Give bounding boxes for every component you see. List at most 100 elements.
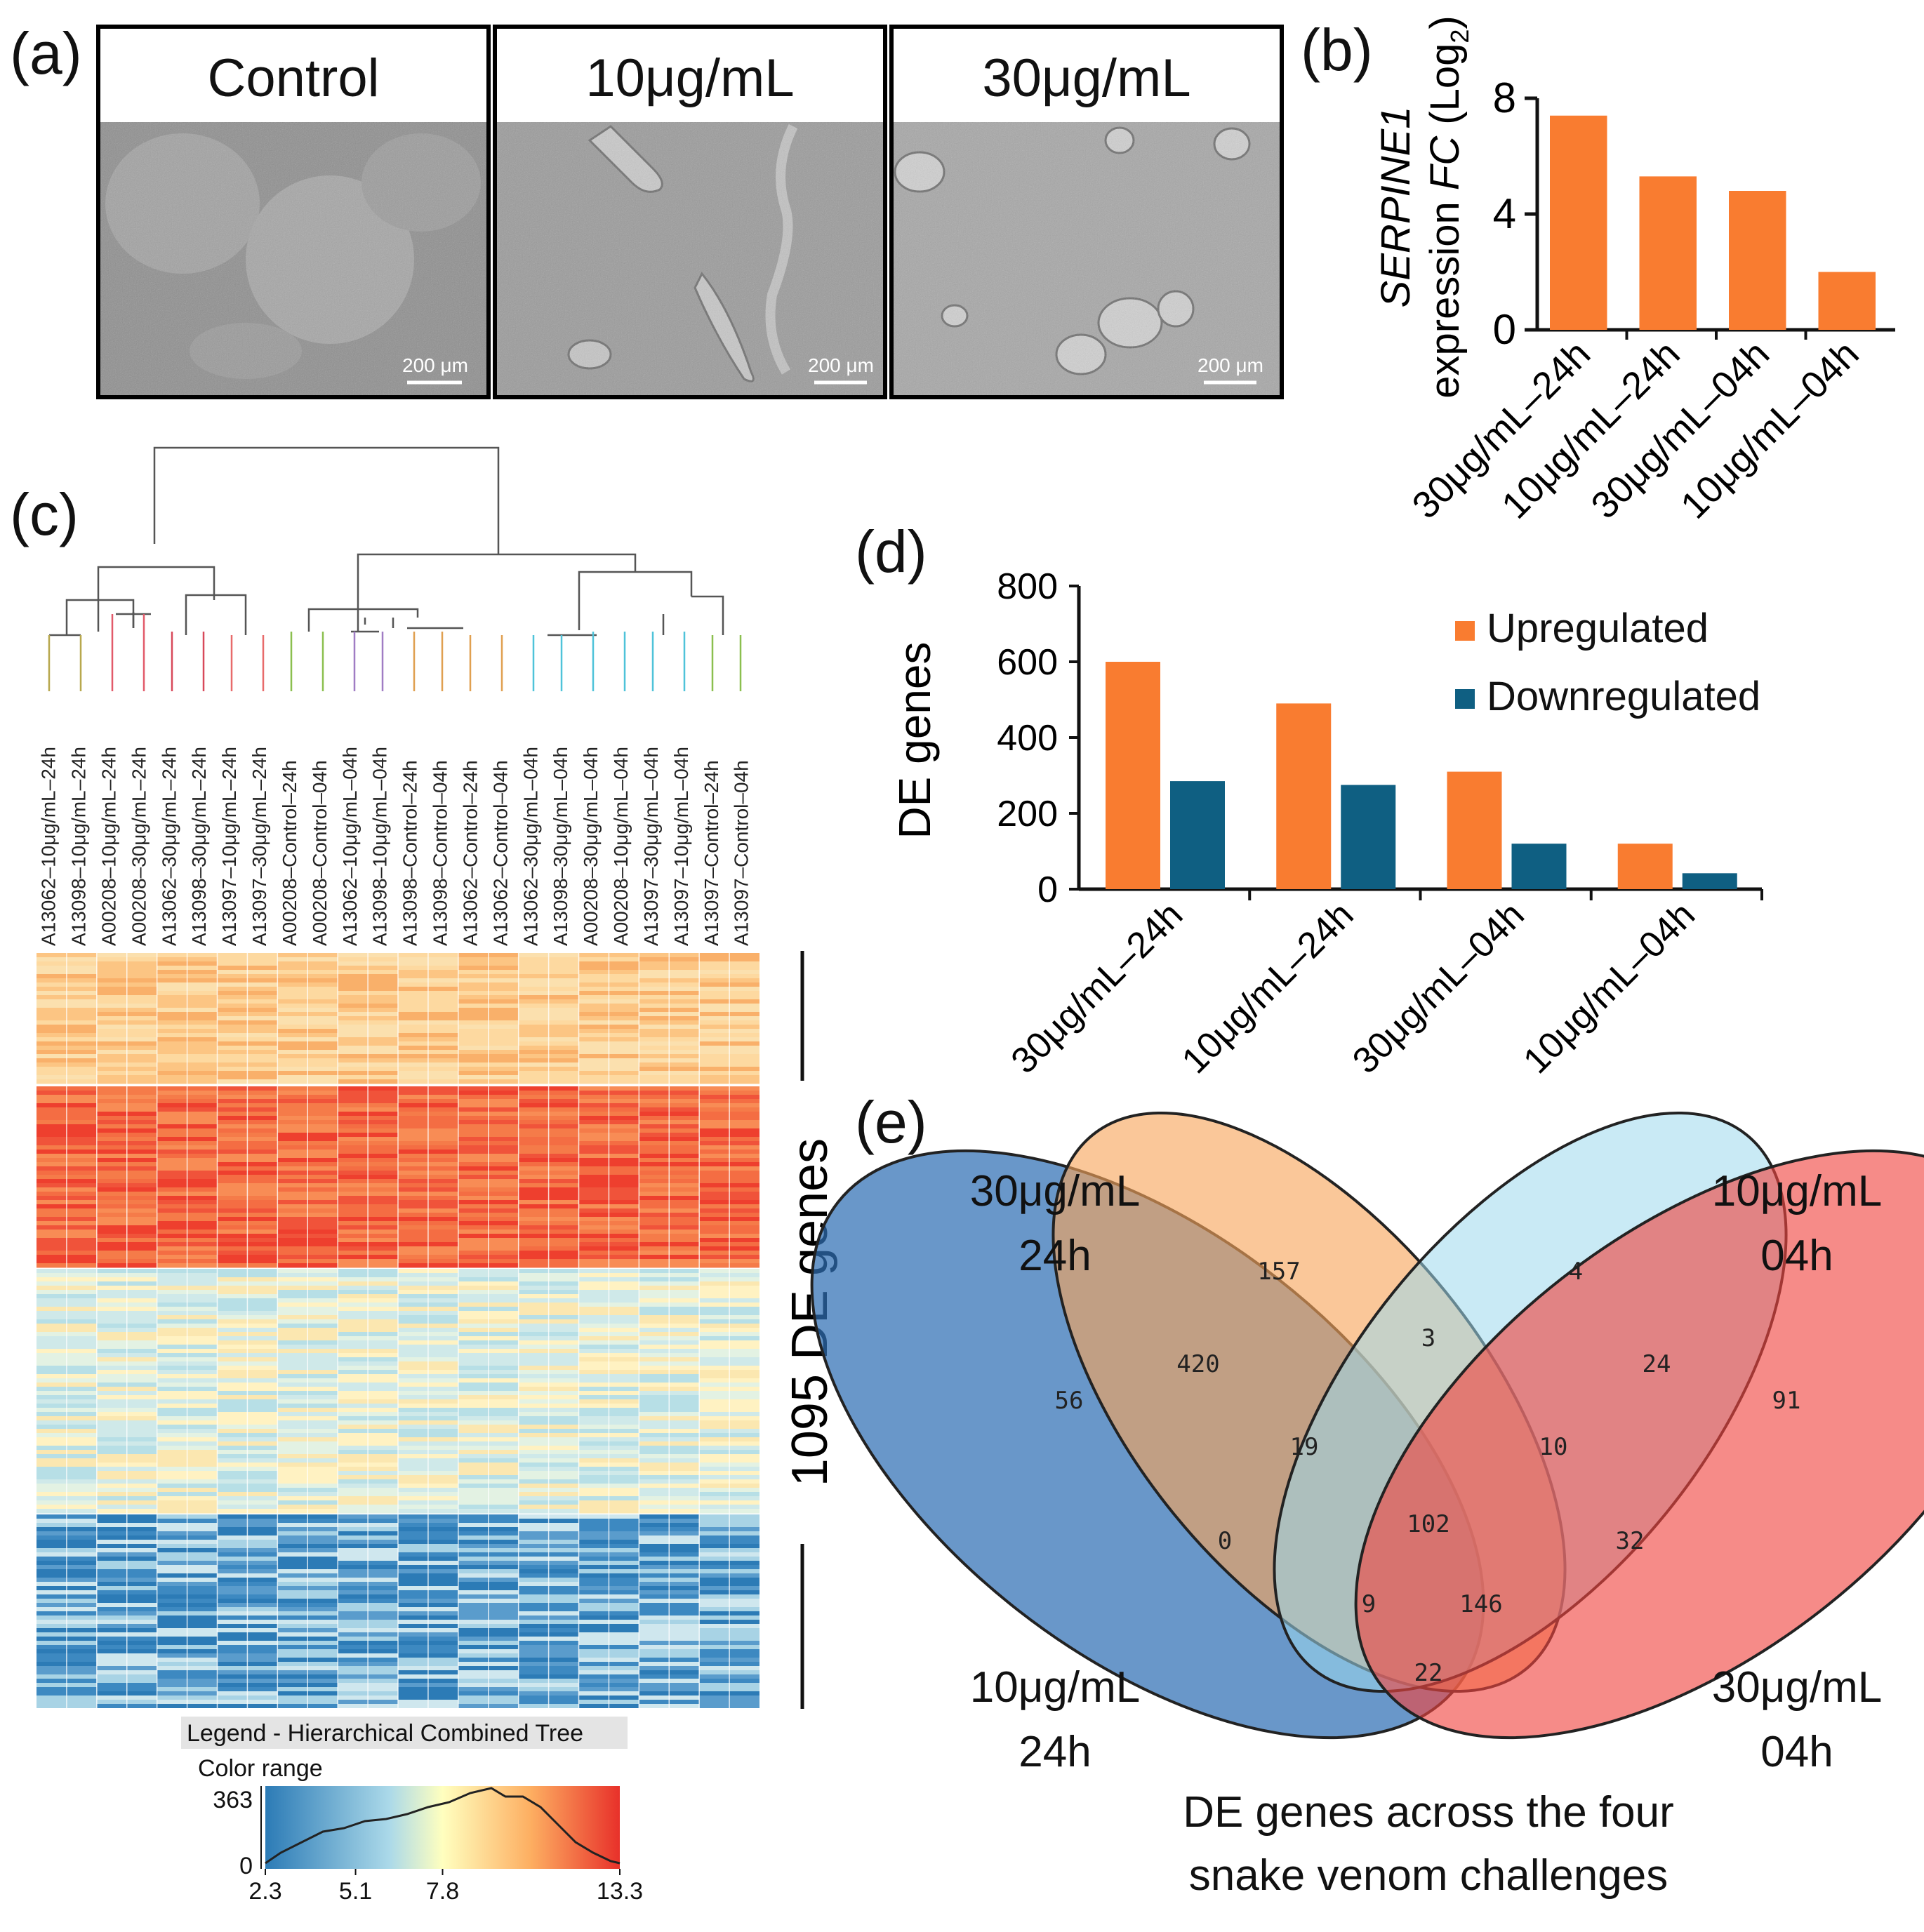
chart-d-xtick-label: 10μg/mL–24h	[1174, 894, 1362, 1081]
venn-diagram	[810, 1111, 1924, 1740]
micrograph-30ug: 30μg/mL 200 μm	[889, 25, 1284, 399]
sample-label: A13062–10μg/mL–24h	[38, 747, 60, 946]
venn-caption-line1: DE genes across the four	[1183, 1788, 1674, 1837]
sample-label: A13098–10μg/mL–04h	[369, 747, 391, 946]
venn-set-30ug-04h	[1354, 1149, 1924, 1740]
venn-count: 4	[1569, 1258, 1583, 1286]
chart-b-ylabel: SERPINE1 expression FC (Log2)	[1373, 15, 1474, 399]
chart-d-xtick-label: 10μg/mL–04h	[1515, 894, 1703, 1081]
sample-label: A13098–30μg/mL–04h	[550, 747, 571, 946]
legend-swatch-upregulated	[1455, 621, 1475, 641]
sample-label: A00208–Control–04h	[309, 760, 331, 946]
color-range-label: Color range	[198, 1755, 323, 1782]
sample-label: A13062–10μg/mL–04h	[339, 747, 361, 946]
chart-b-ylabel-line1: SERPINE1	[1373, 107, 1419, 308]
venn-label-time: 04h	[1760, 1232, 1833, 1280]
header-10ug: 10μg/mL	[585, 48, 794, 108]
panel-label-a: (a)	[10, 20, 82, 86]
micrograph-control: Control 200 μm	[96, 25, 491, 399]
chart-b-bar	[1550, 115, 1607, 330]
chart-b: 04830μg/mL–24h10μg/mL–24h30μg/mL–04h10μg…	[1405, 74, 1895, 527]
venn-label-name: 10μg/mL	[1712, 1167, 1883, 1215]
chart-d-bar-downregulated	[1170, 781, 1225, 889]
chart-b-bar	[1818, 272, 1876, 330]
sample-label: A00208–30μg/mL–24h	[128, 747, 150, 946]
sample-label: A13097–Control–04h	[731, 760, 752, 946]
chart-d-ytick-label: 800	[997, 566, 1058, 607]
chart-d-bar-upregulated	[1447, 771, 1502, 889]
legend-histogram	[265, 1787, 621, 1865]
venn-count: 32	[1616, 1527, 1645, 1555]
legend-xtick-label: 7.8	[426, 1878, 459, 1905]
chart-b-bar	[1729, 191, 1786, 330]
sample-label: A13097–Control–24h	[701, 760, 722, 946]
venn-label-time: 24h	[1019, 1232, 1091, 1280]
heatmap	[37, 953, 759, 1708]
sample-label: A13097–30μg/mL–24h	[248, 747, 270, 946]
scale-bar-label: 200 μm	[402, 354, 468, 376]
panel-label-c: (c)	[10, 481, 79, 547]
legend-label-downregulated: Downregulated	[1487, 674, 1760, 719]
sample-label: A00208–30μg/mL–04h	[580, 747, 602, 946]
sample-label: A13098–10μg/mL–24h	[68, 747, 90, 946]
venn-label-name: 10μg/mL	[970, 1663, 1141, 1712]
chart-b-ytick-label: 0	[1493, 306, 1516, 353]
legend-xtick-label: 5.1	[339, 1878, 372, 1905]
sample-label: A00208–10μg/mL–04h	[610, 747, 632, 946]
header-control: Control	[208, 48, 380, 108]
scale-bar-label: 200 μm	[1197, 354, 1263, 376]
venn-count: 10	[1539, 1433, 1568, 1461]
venn-count: 22	[1414, 1659, 1443, 1687]
venn-count: 420	[1176, 1350, 1219, 1378]
chart-d-ylabel: DE genes	[889, 641, 940, 839]
sample-label: A00208–Control–24h	[279, 760, 300, 946]
sample-label: A13097–30μg/mL–04h	[640, 747, 662, 946]
chart-d-xtick-label: 30μg/mL–04h	[1345, 894, 1532, 1081]
venn-count: 146	[1459, 1590, 1502, 1618]
legend-xtick-label: 13.3	[597, 1878, 643, 1905]
sample-label: A13098–30μg/mL–24h	[188, 747, 210, 946]
chart-d-ytick-label: 200	[997, 794, 1058, 834]
chart-d-bar-upregulated	[1617, 844, 1673, 889]
sample-label: A13098–Control–04h	[430, 760, 451, 946]
venn-count: 3	[1421, 1324, 1435, 1352]
chart-d-bar-upregulated	[1276, 703, 1332, 889]
chart-d-xtick-label: 30μg/mL–24h	[1004, 894, 1191, 1081]
venn-caption-line2: snake venom challenges	[1189, 1851, 1668, 1900]
legend-ymin: 0	[239, 1853, 253, 1879]
dendrogram	[49, 446, 724, 637]
venn-count: 24	[1643, 1350, 1671, 1378]
scale-bar-label: 200 μm	[808, 354, 874, 376]
chart-d-legend: Upregulated Downregulated	[1455, 606, 1760, 719]
chart-b-ytick-label: 4	[1493, 190, 1516, 237]
venn-label-name: 30μg/mL	[1712, 1663, 1883, 1712]
chart-d-bar-downregulated	[1682, 873, 1737, 889]
micrograph-10ug: 10μg/mL 200 μm	[493, 25, 887, 399]
venn-set-labels: 30μg/mL 24h 10μg/mL 04h 10μg/mL 24h 30μg…	[970, 1167, 1883, 1776]
color-legend: Legend - Hierarchical Combined Tree Colo…	[181, 1717, 643, 1905]
panel-label-e: (e)	[855, 1089, 927, 1155]
venn-label-time: 24h	[1019, 1728, 1091, 1776]
sample-label: A13098–Control–24h	[399, 760, 421, 946]
venn-label-name: 30μg/mL	[970, 1167, 1141, 1215]
venn-label-time: 04h	[1760, 1728, 1833, 1776]
chart-b-ytick-label: 8	[1493, 74, 1516, 121]
chart-b-bar	[1639, 176, 1697, 330]
chart-d-bar-downregulated	[1341, 785, 1396, 889]
venn-count: 9	[1362, 1590, 1376, 1618]
sample-label: A00208–10μg/mL–24h	[98, 747, 119, 946]
venn-count: 157	[1257, 1258, 1300, 1286]
sample-label: A13097–10μg/mL–24h	[218, 747, 240, 946]
sample-label: A13062–30μg/mL–04h	[519, 747, 541, 946]
legend-xtick-label: 2.3	[248, 1878, 281, 1905]
legend-label-upregulated: Upregulated	[1487, 606, 1709, 651]
dendrogram-leaves	[48, 614, 742, 691]
sample-label: A13097–10μg/mL–04h	[670, 747, 692, 946]
panel-label-b: (b)	[1301, 17, 1373, 83]
venn-count: 56	[1055, 1387, 1084, 1415]
chart-d-ytick-label: 600	[997, 642, 1058, 683]
venn-count: 91	[1772, 1387, 1801, 1415]
sample-label: A13062–Control–24h	[459, 760, 481, 946]
chart-d-bar-upregulated	[1106, 662, 1160, 889]
